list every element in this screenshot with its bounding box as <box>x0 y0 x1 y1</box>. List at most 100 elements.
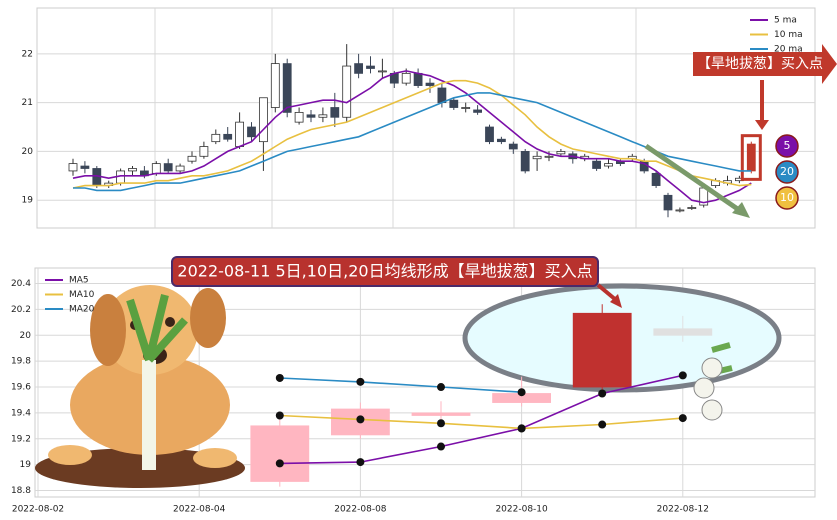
y-tick-label: 19 <box>22 196 34 206</box>
y-tick-label: 22 <box>22 49 33 59</box>
ma-point <box>356 458 365 467</box>
top-annotation: 【旱地拔葱】买入点 <box>697 56 823 72</box>
badge-label: 10 <box>780 191 794 204</box>
x-tick-label: 2022-08-04 <box>173 505 226 515</box>
ma-point <box>517 388 526 397</box>
candle-body <box>592 160 601 169</box>
candle-body <box>250 425 310 482</box>
x-tick-label: 2022-08-02 <box>12 505 64 515</box>
candle-body <box>223 133 233 140</box>
legend-label: 20 ma <box>774 45 803 55</box>
ma-point <box>437 383 445 392</box>
bottom-title: 2022-08-11 5日,10日,20日均线形成【旱地拔葱】买入点 <box>177 262 592 281</box>
arrow-head <box>755 120 769 130</box>
ma-point <box>598 389 607 398</box>
badge <box>775 134 799 158</box>
y-tick-label: 20 <box>22 147 34 157</box>
ma-point <box>598 420 607 429</box>
y-tick-label: 20 <box>20 331 32 341</box>
candle-body <box>199 146 209 157</box>
x-tick-label: 2022-08-12 <box>657 505 709 515</box>
radish-icons <box>693 342 733 421</box>
candle-body <box>211 133 221 143</box>
ma-line <box>73 92 752 192</box>
candle-body <box>68 163 78 172</box>
candle-body <box>151 163 161 174</box>
legend-label: 10 ma <box>774 30 803 40</box>
candle-body <box>449 99 459 108</box>
candle-body <box>651 172 661 186</box>
y-tick-label: 19.2 <box>11 434 31 444</box>
legend-label: MA10 <box>69 290 95 300</box>
ma-point <box>275 459 284 468</box>
candle-body <box>425 82 435 86</box>
ma-point <box>356 415 365 424</box>
overlay-layer: 【旱地拔葱】买入点 2022-08-11 5日,10日,20日均线形成【旱地拔葱… <box>35 16 837 488</box>
ma-point <box>678 414 687 423</box>
ma-line <box>279 374 683 465</box>
candle-body <box>746 143 756 172</box>
ma-point <box>678 371 687 380</box>
candle-body <box>687 207 697 209</box>
candle-body <box>163 163 173 172</box>
ma-point <box>437 419 445 428</box>
candle-body <box>342 65 352 118</box>
ma-point <box>275 373 284 382</box>
ma-point <box>517 424 526 433</box>
x-tick-label: 2022-08-10 <box>495 505 548 515</box>
x-tick-label: 2022-08-08 <box>334 505 387 515</box>
candle-body <box>675 209 685 212</box>
ma-line <box>279 377 522 393</box>
y-tick-label: 20.4 <box>11 279 31 289</box>
candle-body <box>461 107 471 109</box>
ma-point <box>437 442 445 451</box>
candle-body <box>663 194 673 211</box>
candle-body <box>258 97 268 143</box>
highlight-box <box>740 134 762 181</box>
candle-body <box>413 72 423 86</box>
y-tick-label: 19.6 <box>11 383 31 393</box>
y-tick-label: 20.2 <box>11 305 31 315</box>
top-frame <box>36 7 816 229</box>
candle-body <box>572 312 632 388</box>
legend-label: 5 ma <box>774 16 797 26</box>
candle-body <box>366 65 375 69</box>
candle-body <box>128 168 137 172</box>
candle-body <box>556 151 566 155</box>
badge <box>775 160 799 184</box>
candle-body <box>437 87 447 104</box>
trend-arrow <box>644 143 744 215</box>
badge-label: 20 <box>780 165 794 178</box>
y-tick-label: 18.8 <box>11 486 31 496</box>
ma-point <box>356 377 365 386</box>
y-tick-label: 21 <box>22 98 33 108</box>
trend-arrow-head <box>732 202 750 218</box>
candle-body <box>485 126 494 143</box>
y-tick-label: 19 <box>20 460 32 470</box>
badge <box>775 186 799 210</box>
marks-layer <box>68 44 762 487</box>
candle-body <box>247 126 256 138</box>
candle-body <box>80 165 90 169</box>
candle-body <box>330 107 340 118</box>
candle-body <box>306 114 316 118</box>
legend-label: MA20 <box>69 305 95 315</box>
y-tick-label: 19.8 <box>11 357 31 367</box>
bottom-banner <box>171 256 599 287</box>
candle-body <box>401 72 411 84</box>
ma-line <box>72 70 752 204</box>
title-arrow <box>596 283 618 302</box>
candle-body <box>187 155 197 162</box>
dog-illustration <box>35 285 245 488</box>
candle-body <box>532 155 542 160</box>
legend-label: MA5 <box>69 276 89 286</box>
candle-body <box>235 121 245 147</box>
y-tick-label: 19.4 <box>11 408 31 418</box>
candle-body <box>282 63 292 113</box>
candle-body <box>520 151 530 172</box>
candle-body <box>270 63 280 108</box>
ma-point <box>275 411 284 420</box>
candle-body <box>653 328 713 336</box>
candle-body <box>175 165 185 172</box>
